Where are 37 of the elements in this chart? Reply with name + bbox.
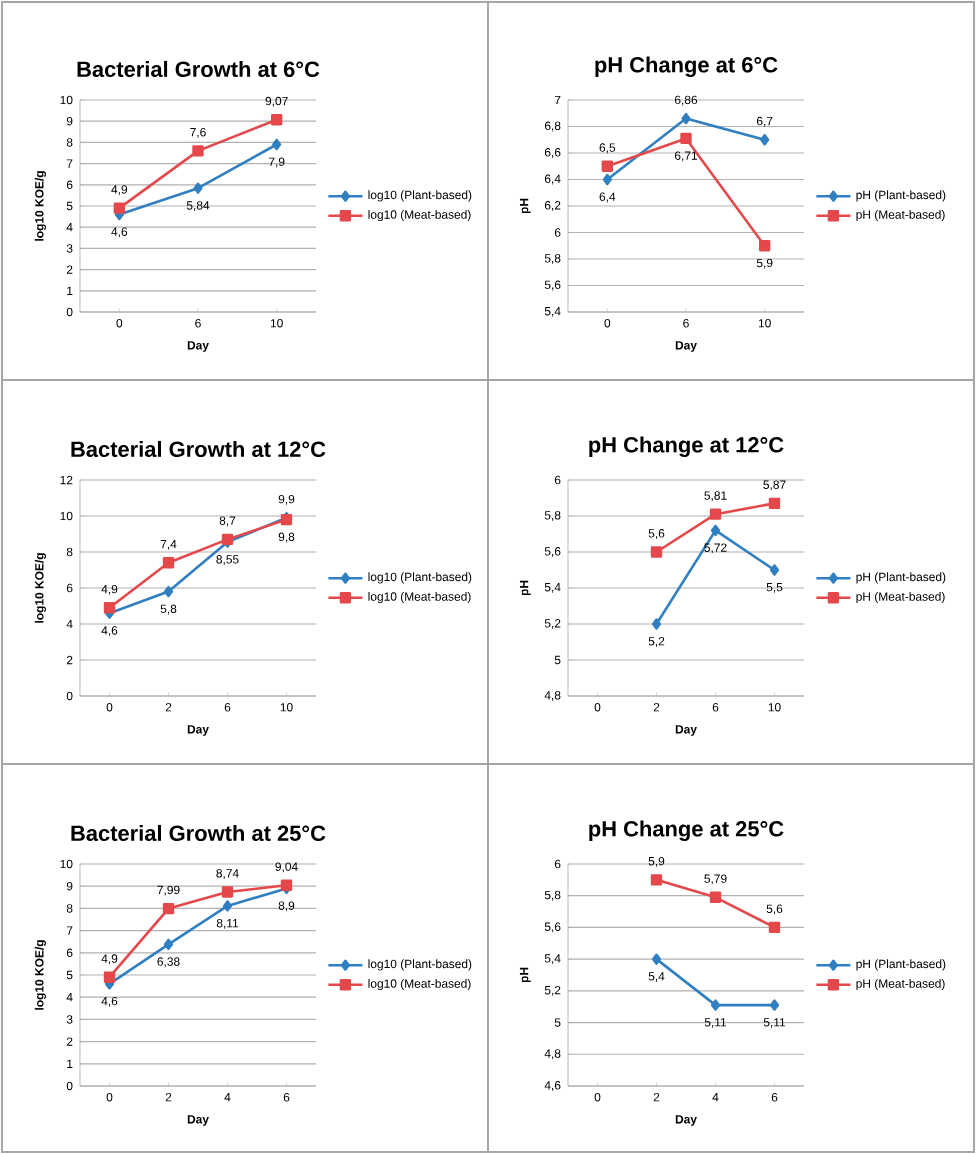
point [680,132,692,145]
point [272,138,282,151]
point [222,900,233,912]
point [709,891,722,903]
point [113,202,126,214]
chart-title: Bacterial Growth at 25°C [71,824,326,842]
point [270,114,283,126]
point [769,999,780,1011]
point [192,145,204,157]
point [650,874,663,886]
point [193,182,203,194]
point [601,160,614,172]
point [710,524,721,537]
point [163,938,174,951]
point [651,618,662,630]
chart-title: pH Change at 12°C [589,436,784,458]
point [162,902,175,915]
point [103,602,116,614]
point [681,112,691,125]
point [709,508,722,520]
point [162,557,175,569]
point [650,546,663,558]
point [103,971,116,983]
chart-title: Bacterial Growth at 12°C [71,440,326,458]
point [768,497,781,510]
point [651,953,662,965]
point [221,886,234,898]
point [758,240,771,252]
point [768,921,781,934]
point [163,585,174,598]
point [760,134,770,146]
chart-title: pH Change at 6°C [595,56,778,78]
chart-title: pH Change at 25°C [589,820,784,842]
chart-title: Bacterial Growth at 6°C [77,60,320,78]
point [769,564,780,576]
point [602,173,612,186]
point [710,999,721,1011]
